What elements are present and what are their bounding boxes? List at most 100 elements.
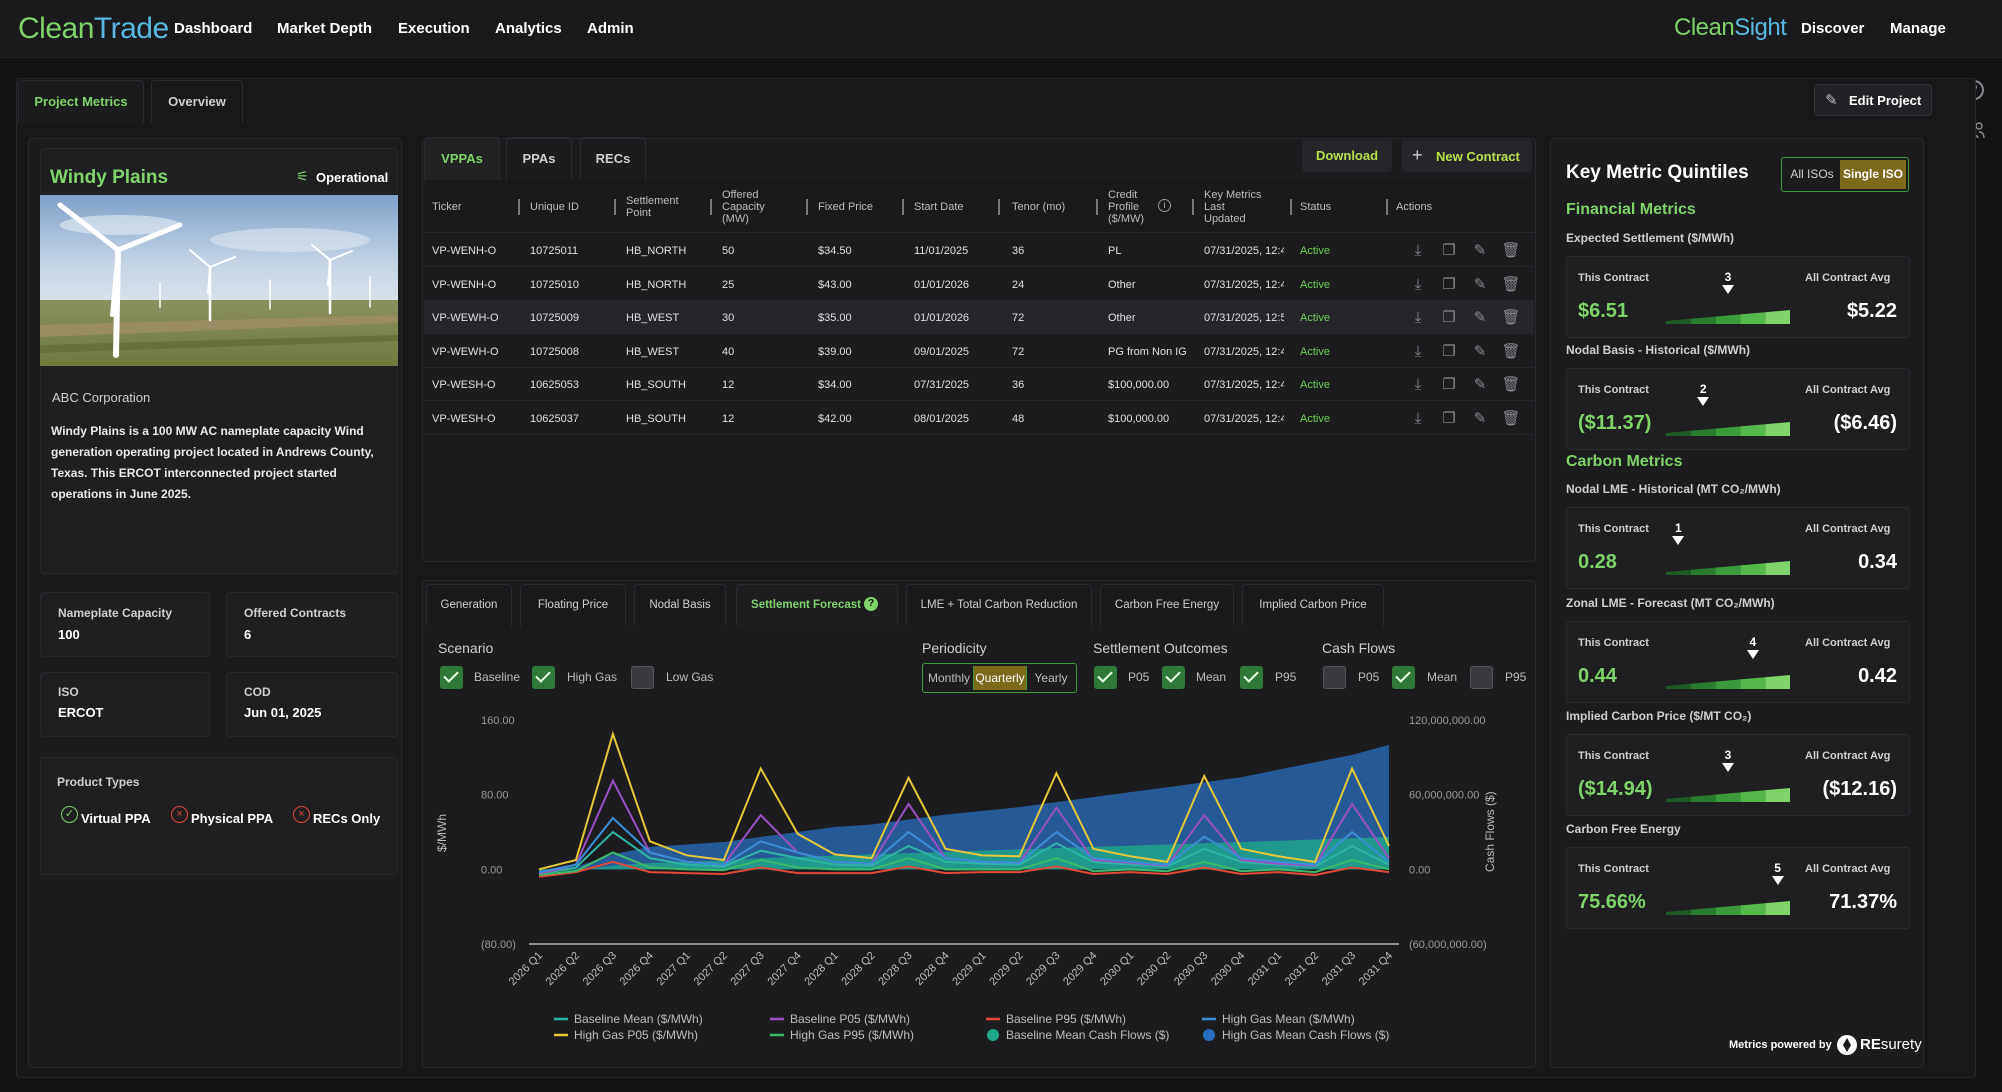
table-header-cell[interactable]: Start Date bbox=[914, 201, 964, 213]
cleantrade-logo[interactable]: CleanTrade bbox=[18, 12, 169, 46]
edit-icon[interactable]: ✎ bbox=[1473, 309, 1487, 326]
table-header-cell[interactable]: Credit Profile ($/MW) bbox=[1108, 189, 1144, 225]
table-row[interactable] bbox=[424, 368, 1534, 401]
download-icon[interactable]: ⤓ bbox=[1414, 343, 1422, 360]
table-header-cell[interactable]: Settlement Point bbox=[626, 195, 679, 219]
download-icon[interactable]: ⤓ bbox=[1414, 276, 1422, 293]
copy-icon[interactable]: ❐ bbox=[1442, 376, 1456, 393]
column-separator[interactable] bbox=[518, 199, 520, 215]
new-contract-button[interactable]: + New Contract bbox=[1402, 140, 1532, 172]
tab-nodal-basis[interactable]: Nodal Basis bbox=[634, 584, 726, 626]
edit-icon[interactable]: ✎ bbox=[1473, 242, 1487, 259]
download-icon[interactable]: ⤓ bbox=[1414, 410, 1422, 427]
column-separator[interactable] bbox=[806, 199, 808, 215]
tab-overview[interactable]: Overview bbox=[151, 80, 243, 123]
download-icon[interactable]: ⤓ bbox=[1414, 309, 1422, 326]
column-separator[interactable] bbox=[1290, 199, 1292, 215]
checkbox-outcome-mean[interactable] bbox=[1162, 666, 1185, 689]
trash-icon[interactable]: 🗑 bbox=[1501, 242, 1521, 259]
periodicity-monthly[interactable]: Monthly bbox=[927, 671, 971, 685]
nav-admin[interactable]: Admin bbox=[587, 20, 634, 37]
table-header-cell[interactable]: Fixed Price bbox=[818, 201, 873, 213]
edit-project-button[interactable]: ✎ Edit Project bbox=[1814, 84, 1932, 116]
edit-icon[interactable]: ✎ bbox=[1473, 343, 1487, 360]
download-icon[interactable]: ⤓ bbox=[1414, 376, 1422, 393]
table-cell: $100,000.00 bbox=[1108, 379, 1170, 391]
all-contract-avg-label: All Contract Avg bbox=[1805, 384, 1891, 396]
checkbox-cash-mean[interactable] bbox=[1392, 666, 1415, 689]
tab-carbon-free-energy[interactable]: Carbon Free Energy bbox=[1100, 584, 1234, 626]
copy-icon[interactable]: ❐ bbox=[1442, 343, 1456, 360]
nav-market-depth[interactable]: Market Depth bbox=[277, 20, 373, 37]
table-header-cell[interactable]: Offered Capacity (MW) bbox=[722, 189, 765, 225]
this-contract-value: ($11.37) bbox=[1578, 412, 1652, 434]
table-header-cell[interactable]: Unique ID bbox=[530, 201, 579, 213]
table-row[interactable] bbox=[424, 335, 1534, 368]
nav-manage[interactable]: Manage bbox=[1890, 20, 1946, 37]
checkbox-baseline[interactable] bbox=[440, 666, 463, 689]
cashflows-title: Cash Flows bbox=[1322, 640, 1396, 656]
help-icon[interactable]: ? bbox=[864, 597, 878, 611]
trash-icon[interactable]: 🗑 bbox=[1501, 276, 1521, 293]
table-header-cell[interactable]: Status bbox=[1300, 201, 1331, 213]
tab-ppas[interactable]: PPAs bbox=[506, 137, 572, 180]
copy-icon[interactable]: ❐ bbox=[1442, 276, 1456, 293]
metric-title: Nodal LME - Historical (MT CO₂/MWh) bbox=[1566, 482, 1781, 496]
header-line: Actions bbox=[1396, 201, 1433, 213]
toggle-single-iso[interactable]: Single ISO bbox=[1840, 160, 1906, 189]
nav-dashboard[interactable]: Dashboard bbox=[174, 20, 253, 37]
table-row[interactable] bbox=[424, 268, 1534, 301]
nav-analytics[interactable]: Analytics bbox=[495, 20, 562, 37]
trash-icon[interactable]: 🗑 bbox=[1501, 343, 1521, 360]
column-separator[interactable] bbox=[998, 199, 1000, 215]
table-header-cell[interactable]: Key Metrics Last Updated bbox=[1204, 189, 1261, 225]
table-header-cell[interactable]: Tenor (mo) bbox=[1012, 201, 1065, 213]
edit-icon[interactable]: ✎ bbox=[1473, 376, 1487, 393]
edit-icon[interactable]: ✎ bbox=[1473, 410, 1487, 427]
table-row[interactable] bbox=[424, 402, 1534, 435]
trash-icon[interactable]: 🗑 bbox=[1501, 309, 1521, 326]
tab-implied-carbon-price[interactable]: Implied Carbon Price bbox=[1242, 584, 1384, 626]
y2-tick-label: 0.00 bbox=[1409, 864, 1430, 876]
cleansight-logo[interactable]: CleanSight bbox=[1674, 14, 1787, 42]
tab-floating-price[interactable]: Floating Price bbox=[520, 584, 626, 626]
legend-swatch bbox=[987, 1029, 999, 1041]
tab-lme-carbon[interactable]: LME + Total Carbon Reduction bbox=[906, 584, 1092, 626]
column-separator[interactable] bbox=[710, 199, 712, 215]
checkbox-cash-p95[interactable] bbox=[1470, 666, 1493, 689]
checkbox-low-gas[interactable] bbox=[631, 666, 654, 689]
column-separator[interactable] bbox=[1386, 199, 1388, 215]
copy-icon[interactable]: ❐ bbox=[1442, 242, 1456, 259]
table-row[interactable] bbox=[424, 234, 1534, 267]
download-icon[interactable]: ⤓ bbox=[1414, 242, 1422, 259]
tab-project-metrics[interactable]: Project Metrics bbox=[18, 80, 144, 123]
tab-recs[interactable]: RECs bbox=[580, 137, 646, 180]
nav-execution[interactable]: Execution bbox=[398, 20, 470, 37]
copy-icon[interactable]: ❐ bbox=[1442, 309, 1456, 326]
checkbox-high-gas[interactable] bbox=[532, 666, 555, 689]
column-separator[interactable] bbox=[1192, 199, 1194, 215]
checkbox-outcome-p95[interactable] bbox=[1240, 666, 1263, 689]
column-separator[interactable] bbox=[614, 199, 616, 215]
table-header-cell[interactable]: Actions bbox=[1396, 201, 1432, 213]
periodicity-yearly[interactable]: Yearly bbox=[1034, 671, 1068, 685]
table-header-cell[interactable]: Ticker bbox=[432, 201, 462, 213]
tab-vppas[interactable]: VPPAs bbox=[424, 137, 500, 180]
tab-generation[interactable]: Generation bbox=[426, 584, 512, 626]
edit-icon[interactable]: ✎ bbox=[1473, 276, 1487, 293]
info-icon[interactable]: i bbox=[1158, 199, 1171, 212]
trash-icon[interactable]: 🗑 bbox=[1501, 376, 1521, 393]
checkbox-outcome-p05[interactable] bbox=[1094, 666, 1117, 689]
checkbox-cash-p05[interactable] bbox=[1323, 666, 1346, 689]
periodicity-quarterly[interactable]: Quarterly bbox=[973, 666, 1027, 690]
table-cell: HB_NORTH bbox=[626, 245, 687, 257]
column-separator[interactable] bbox=[902, 199, 904, 215]
column-separator[interactable] bbox=[1096, 199, 1098, 215]
checkbox-label: High Gas bbox=[567, 670, 618, 684]
table-row[interactable] bbox=[424, 301, 1534, 334]
copy-icon[interactable]: ❐ bbox=[1442, 410, 1456, 427]
toggle-all-isos[interactable]: All ISOs bbox=[1790, 167, 1834, 181]
nav-discover[interactable]: Discover bbox=[1801, 20, 1865, 37]
download-button[interactable]: Download bbox=[1302, 140, 1392, 172]
trash-icon[interactable]: 🗑 bbox=[1501, 410, 1521, 427]
